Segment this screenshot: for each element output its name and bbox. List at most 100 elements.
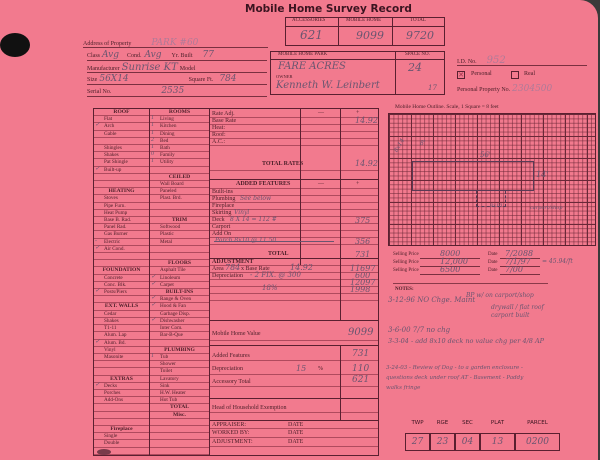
section-header: FLOORS [150, 260, 209, 268]
section-header: TOTAL [150, 404, 209, 412]
selling-price-line [420, 274, 480, 275]
total-label: TOTAL [268, 251, 289, 257]
manufacturer-field: Manufacturer Sunrise KT Model [87, 62, 267, 73]
list-item: Pat Shingle [94, 159, 149, 167]
id-field: I.D. No. 952 [457, 55, 587, 66]
list-item: Utility 1 [150, 158, 209, 167]
percent-value: 1998 [350, 285, 371, 294]
built-ins-label: Built-ins [212, 189, 234, 195]
row-line [210, 138, 378, 139]
list-item: Metal [150, 239, 209, 246]
legal-header-twp: TWP [411, 420, 424, 426]
row-line [210, 230, 378, 231]
porch-outline [476, 191, 506, 207]
park-label: MOBILE HOME PARK [278, 52, 328, 57]
note-line: drywall / flat roof [491, 304, 544, 311]
check-mark: ✓ [151, 273, 157, 280]
row-line [210, 360, 378, 361]
row-line [210, 124, 378, 125]
row-line [210, 195, 378, 196]
section-header: Misc. [150, 412, 209, 419]
notes-label: NOTES: [395, 287, 414, 292]
check-mark: 1 [151, 129, 154, 136]
address-value: PARK #60 [151, 38, 199, 48]
check-mark: 1 [151, 122, 154, 129]
sqft-value: 784 [219, 74, 237, 84]
minus-header: — [318, 110, 324, 116]
owner-note: 17 [428, 84, 437, 92]
features-column: ROOF Flat Arch ✓ Gable Shingles Shakes Pat Shin… [94, 109, 150, 455]
check-mark: ✓ [95, 244, 101, 251]
list-item: Carpet ✓ [150, 280, 209, 290]
totals-box [285, 17, 445, 46]
row-line [210, 145, 378, 146]
area-rate-value: 14.92 [290, 263, 313, 272]
class-field: Class Avg Cond. Avg Yr. Built 77 [87, 50, 267, 61]
row-line [210, 398, 378, 399]
depreciation-value: 600 [355, 271, 371, 280]
list-item [94, 260, 149, 268]
list-item: Lavatory [150, 376, 209, 383]
date-label: Date [488, 252, 498, 257]
porch-note: Porch 8x10 @ 11.50 [215, 237, 276, 244]
date-label: Date [488, 268, 498, 273]
address-field: Address of Property PARK #60 [83, 38, 268, 48]
list-item: Stoves [94, 195, 149, 203]
section-header: EXTRAS [94, 376, 149, 383]
list-item: Bed 2 [150, 137, 209, 146]
check-mark: ✓ [95, 381, 101, 388]
date-label: Date [488, 260, 498, 265]
personal-checkbox[interactable]: ✕ [457, 71, 465, 79]
list-item: T1-11 [94, 325, 149, 333]
list-item: Single [94, 433, 149, 441]
selling-price-label: Selling Price [393, 252, 419, 257]
list-item: Dishwasher ✓ [150, 316, 209, 326]
check-mark: 1 [151, 352, 154, 359]
note-line: questions deck under roof AT - Basement … [386, 375, 524, 381]
serial-field: Serial No. 2535 [87, 86, 267, 97]
list-item [94, 296, 149, 304]
depreciation2-value: 110 [352, 364, 370, 374]
list-item [94, 404, 149, 412]
size-label: Size [87, 77, 98, 83]
mobile-home-value: 9099 [348, 327, 374, 338]
list-item: Softwood [150, 224, 209, 232]
note-line: BP w/ on carport/shop [466, 292, 534, 299]
real-checkbox[interactable] [511, 71, 519, 79]
check-mark: ✓ [151, 316, 157, 323]
legal-header-rge: RGE [436, 420, 449, 426]
column-line [340, 179, 341, 265]
address-label: Address of Property [83, 41, 132, 47]
added-total-value: 731 [355, 250, 371, 259]
manufacturer-label: Manufacturer [87, 66, 120, 72]
list-item: Asphalt Tile [150, 267, 209, 275]
ac-label: A.C.: [212, 139, 226, 145]
list-item [150, 203, 209, 210]
list-item: Posts/Piers ✓ [94, 288, 149, 297]
list-item: Add-Ons [94, 397, 149, 405]
row-line [210, 286, 378, 287]
printer-logo [97, 449, 111, 455]
worked-by-label: WORKED BY: [212, 430, 250, 436]
percent-sign: % [318, 366, 323, 372]
list-item: Plast. Brd. [150, 195, 209, 203]
list-item: Decks ✓ [94, 381, 149, 390]
roof-label: Roof: [212, 132, 226, 138]
cond-value: Avg [144, 50, 162, 60]
subtotal-value: 12097 [350, 278, 376, 287]
column-line [340, 398, 341, 420]
list-item [94, 181, 149, 189]
list-item: Garbage Disp. [150, 311, 209, 318]
list-item: Shower [150, 361, 209, 369]
row-line [210, 265, 378, 266]
selling-price-value: 6500 [440, 265, 461, 274]
list-item: Linoleum ✓ [150, 273, 209, 282]
list-item: Paneled [150, 188, 209, 196]
owner-value: Kenneth W. Leinbert [276, 80, 380, 91]
check-mark: ✓ [151, 280, 157, 287]
list-item: Shakes [94, 318, 149, 326]
section-header: EXT. WALLS [94, 303, 149, 311]
personal-label: Personal [471, 71, 492, 77]
list-item: Arch ✓ [94, 122, 149, 131]
base-rate-multiplier-label: x Base Rate [241, 266, 270, 272]
